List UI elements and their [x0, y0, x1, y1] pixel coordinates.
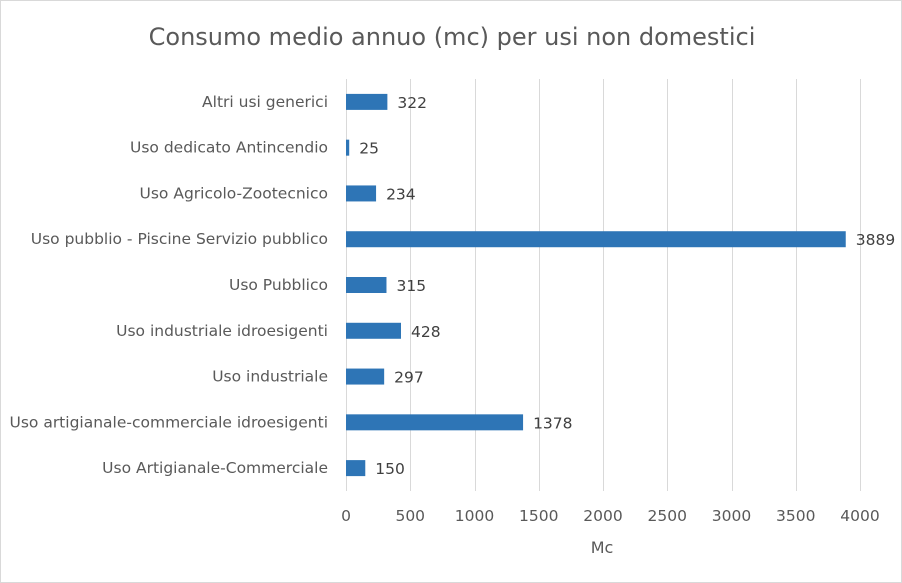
category-label: Uso pubblio - Piscine Servizio pubblico — [31, 230, 328, 248]
category-label: Uso Agricolo-Zootecnico — [140, 184, 328, 202]
bar — [346, 322, 401, 339]
data-label: 428 — [411, 323, 441, 341]
data-label: 25 — [359, 140, 379, 158]
data-label: 322 — [397, 94, 427, 112]
category-labels: Altri usi generici Uso dedicato Antincend… — [9, 93, 328, 477]
bar — [346, 231, 846, 248]
category-label: Uso Pubblico — [229, 276, 328, 294]
category-label: Uso dedicato Antincendio — [130, 139, 328, 157]
category-label: Uso industriale idroesigenti — [116, 322, 328, 340]
x-tick-label: 0 — [341, 507, 351, 525]
bars — [346, 93, 846, 477]
category-label: Altri usi generici — [202, 93, 328, 111]
bar — [346, 277, 387, 293]
x-tick-label: 4000 — [840, 507, 879, 525]
data-label: 234 — [386, 185, 416, 203]
x-tick-label: 2500 — [648, 507, 687, 525]
gridlines — [346, 79, 861, 491]
bar — [346, 185, 377, 202]
data-labels: 322 25 234 3889 315 428 297 1378 150 — [359, 94, 895, 478]
x-tick-label: 3000 — [712, 507, 751, 525]
category-label: Uso industriale — [212, 368, 328, 386]
category-label: Uso artigianale-commerciale idroesigenti — [9, 413, 328, 431]
bar — [346, 460, 366, 477]
category-label: Uso Artigianale-Commerciale — [102, 459, 328, 477]
data-label: 150 — [375, 460, 405, 478]
data-label: 1378 — [533, 414, 572, 432]
x-axis-title: Mc — [591, 538, 614, 557]
x-tick-label: 2000 — [583, 507, 622, 525]
x-tick-label: 1500 — [519, 507, 558, 525]
x-tick-labels: 0 500 1000 1500 2000 2500 3000 3500 4000 — [341, 507, 880, 525]
bar — [346, 414, 524, 431]
bar — [346, 368, 385, 385]
bar — [346, 93, 388, 110]
x-tick-label: 500 — [395, 507, 425, 525]
data-label: 315 — [396, 277, 426, 295]
bar — [346, 139, 350, 156]
chart-title: Consumo medio annuo (mc) per usi non dom… — [149, 23, 756, 51]
x-tick-label: 1000 — [455, 507, 494, 525]
data-label: 297 — [394, 369, 424, 387]
x-tick-label: 3500 — [776, 507, 815, 525]
data-label: 3889 — [856, 231, 895, 249]
